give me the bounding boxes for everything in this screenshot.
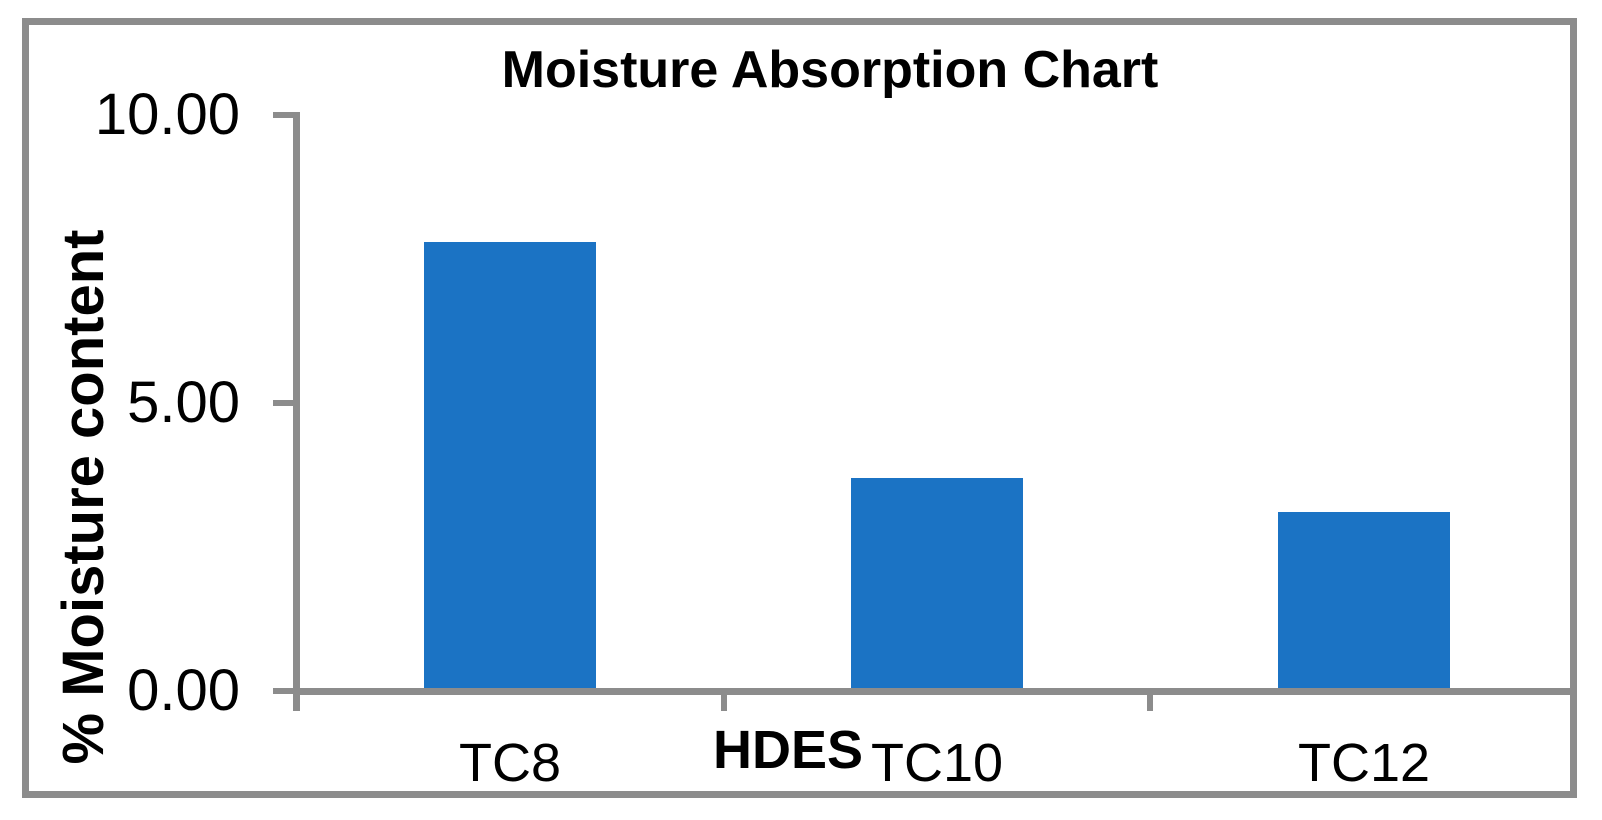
- y-axis-line: [293, 112, 300, 711]
- y-tick-label: 0.00: [127, 658, 240, 723]
- bar-tc10: [851, 478, 1023, 691]
- x-axis-title: HDES: [712, 720, 864, 780]
- bar-tc8: [424, 242, 596, 691]
- y-tick-label: 10.00: [94, 82, 240, 147]
- y-tick-mark: [273, 688, 297, 694]
- x-category-label-tc10: TC10: [870, 733, 1004, 793]
- y-tick-mark: [273, 112, 297, 118]
- x-axis-line: [293, 688, 1577, 695]
- x-category-label-tc12: TC12: [1297, 733, 1431, 793]
- chart-title: Moisture Absorption Chart: [501, 41, 1159, 99]
- y-tick-mark: [273, 400, 297, 406]
- x-category-label-tc8: TC8: [458, 733, 561, 793]
- bar-tc12: [1278, 512, 1450, 691]
- x-tick-mark: [721, 691, 727, 711]
- x-tick-mark: [294, 691, 300, 711]
- x-tick-mark: [1147, 691, 1153, 711]
- chart-border-frame: [22, 18, 1577, 798]
- y-tick-label: 5.00: [127, 370, 240, 435]
